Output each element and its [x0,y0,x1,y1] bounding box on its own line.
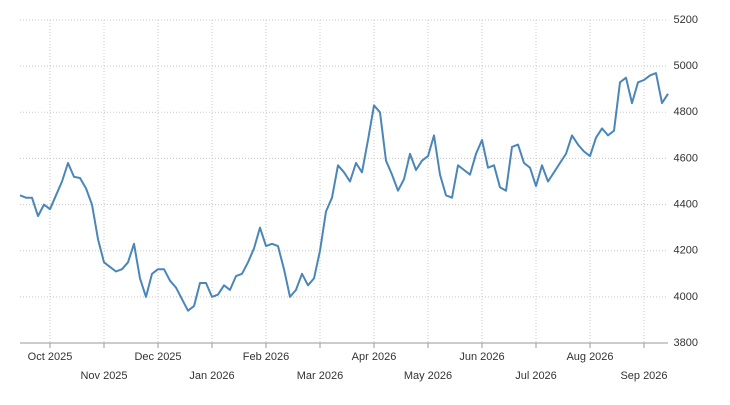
y-tick-label: 4000 [674,291,698,303]
x-tick-label: Jul 2026 [515,370,557,382]
x-tick-label: Jan 2026 [189,370,234,382]
y-tick-label: 3800 [674,337,698,349]
y-tick-label: 4400 [674,198,698,210]
x-tick-label: Aug 2026 [566,351,613,363]
x-tick-label: Mar 2026 [297,370,343,382]
y-tick-label: 4800 [674,106,698,118]
y-tick-label: 4200 [674,245,698,257]
x-tick-label: Jun 2026 [459,351,504,363]
y-tick-label: 5000 [674,60,698,72]
x-tick-label: Oct 2025 [28,351,73,363]
x-tick-label: Sep 2026 [620,370,667,382]
price-line [19,72,669,312]
x-tick-label: Dec 2025 [134,351,181,363]
y-tick-label: 4600 [674,152,698,164]
x-tick-label: Feb 2026 [243,351,289,363]
x-tick-label: May 2026 [404,370,452,382]
y-tick-label: 5200 [674,14,698,26]
x-tick-label: Apr 2026 [352,351,397,363]
x-tick-label: Nov 2025 [80,370,127,382]
